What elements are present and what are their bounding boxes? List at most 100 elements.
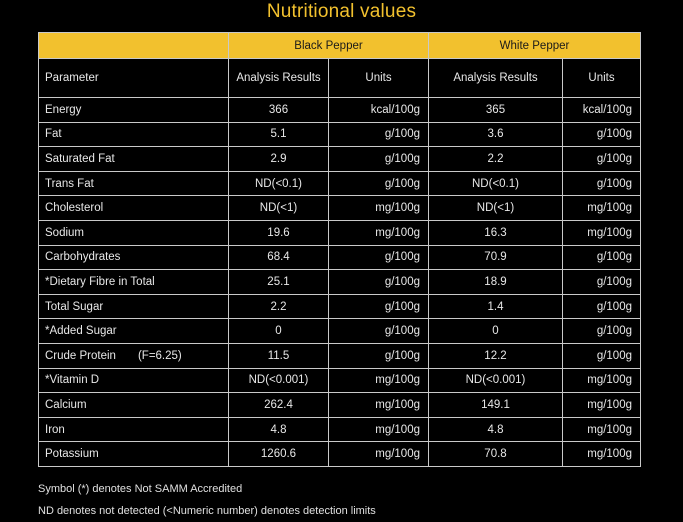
parameter-cell: Energy	[38, 97, 229, 123]
white-unit-cell: mg/100g	[562, 416, 641, 443]
white-result-cell: 0	[428, 318, 563, 344]
white-unit-cell: g/100g	[562, 244, 641, 271]
table-row: Carbohydrates 68.4 g/100g 70.9 g/100g	[38, 244, 641, 271]
black-unit-cell: mg/100g	[328, 416, 429, 443]
product-header-blank	[38, 32, 229, 59]
black-result-cell: 68.4	[228, 244, 329, 271]
black-unit-cell: kcal/100g	[328, 97, 429, 123]
black-result-cell: ND(<0.1)	[228, 170, 329, 197]
header-black-units: Units	[328, 58, 429, 98]
parameter-name: Iron	[45, 423, 65, 436]
table-row: *Vitamin D ND(<0.001) mg/100g ND(<0.001) mg/…	[38, 367, 641, 394]
parameter-factor: (F=6.25)	[137, 349, 182, 362]
white-unit-cell: mg/100g	[562, 441, 641, 467]
parameter-cell: Carbohydrates	[38, 244, 229, 271]
parameter-cell: Trans Fat	[38, 170, 229, 197]
table-row: Fat 5.1 g/100g 3.6 g/100g	[38, 121, 641, 148]
parameter-cell: *Added Sugar	[38, 318, 229, 344]
table-row: *Added Sugar 0 g/100g 0 g/100g	[38, 318, 641, 344]
product-black-pepper: Black Pepper	[228, 32, 429, 59]
white-result-cell: 365	[428, 97, 563, 123]
white-result-cell: 18.9	[428, 269, 563, 295]
parameter-name: Total Sugar	[45, 300, 104, 313]
parameter-cell: Calcium	[38, 392, 229, 418]
footnote-symbol: Symbol (*) denotes Not SAMM Accredited	[38, 483, 243, 495]
parameter-name: *Vitamin D	[45, 374, 100, 387]
parameter-name: *Added Sugar	[45, 325, 117, 338]
white-unit-cell: kcal/100g	[562, 97, 641, 123]
white-result-cell: 70.8	[428, 441, 563, 467]
black-unit-cell: g/100g	[328, 244, 429, 271]
white-result-cell: ND(<0.1)	[428, 170, 563, 197]
white-unit-cell: g/100g	[562, 121, 641, 148]
parameter-name: Trans Fat	[45, 177, 94, 190]
page-title: Nutritional values	[266, 1, 417, 22]
black-result-cell: ND(<0.001)	[228, 367, 329, 394]
black-unit-cell: mg/100g	[328, 367, 429, 394]
white-unit-cell: mg/100g	[562, 219, 641, 246]
black-unit-cell: g/100g	[328, 293, 429, 320]
black-unit-cell: g/100g	[328, 269, 429, 295]
footnotes: Symbol (*) denotes Not SAMM Accredited N…	[38, 478, 376, 522]
footnote-nd: ND denotes not detected (<Numeric number…	[38, 505, 376, 517]
white-result-cell: 2.2	[428, 146, 563, 172]
header-white-results: Analysis Results	[428, 58, 563, 98]
table-row: Total Sugar 2.2 g/100g 1.4 g/100g	[38, 293, 641, 320]
parameter-cell: Saturated Fat	[38, 146, 229, 172]
table-row: Iron 4.8 mg/100g 4.8 mg/100g	[38, 416, 641, 443]
white-unit-cell: g/100g	[562, 170, 641, 197]
black-unit-cell: g/100g	[328, 121, 429, 148]
black-result-cell: ND(<1)	[228, 195, 329, 221]
parameter-name: Cholesterol	[45, 202, 104, 215]
parameter-name: Calcium	[45, 398, 87, 411]
parameter-cell: Iron	[38, 416, 229, 443]
table-row: *Dietary Fibre in Total 25.1 g/100g 18.9 g/1…	[38, 269, 641, 295]
parameter-cell: Potassium	[38, 441, 229, 467]
parameter-name: Energy	[45, 103, 82, 116]
black-unit-cell: mg/100g	[328, 219, 429, 246]
black-result-cell: 2.9	[228, 146, 329, 172]
table-row: Trans Fat ND(<0.1) g/100g ND(<0.1) g/100g	[38, 170, 641, 197]
parameter-cell: *Vitamin D	[38, 367, 229, 394]
white-unit-cell: g/100g	[562, 146, 641, 172]
white-result-cell: 1.4	[428, 293, 563, 320]
table-row: Energy 366 kcal/100g 365 kcal/100g	[38, 97, 641, 123]
white-unit-cell: mg/100g	[562, 392, 641, 418]
black-result-cell: 0	[228, 318, 329, 344]
black-result-cell: 2.2	[228, 293, 329, 320]
column-header-row: Parameter Analysis Results Units Analysi…	[38, 58, 641, 98]
white-result-cell: 12.2	[428, 342, 563, 369]
black-unit-cell: g/100g	[328, 342, 429, 369]
parameter-name: *Dietary Fibre in Total	[45, 275, 155, 288]
table-row: Saturated Fat 2.9 g/100g 2.2 g/100g	[38, 146, 641, 172]
black-result-cell: 4.8	[228, 416, 329, 443]
black-unit-cell: g/100g	[328, 318, 429, 344]
white-unit-cell: g/100g	[562, 293, 641, 320]
parameter-name: Fat	[45, 128, 62, 141]
white-unit-cell: g/100g	[562, 269, 641, 295]
white-unit-cell: mg/100g	[562, 367, 641, 394]
table-row: Crude Protein (F=6.25) 11.5 g/100g 12.2 g/100…	[38, 342, 641, 369]
table-row: Potassium 1260.6 mg/100g 70.8 mg/100g	[38, 441, 641, 467]
black-result-cell: 11.5	[228, 342, 329, 369]
header-black-results: Analysis Results	[228, 58, 329, 98]
parameter-cell: Crude Protein (F=6.25)	[38, 342, 229, 369]
parameter-name: Crude Protein	[45, 349, 116, 362]
table-row: Calcium 262.4 mg/100g 149.1 mg/100g	[38, 392, 641, 418]
white-result-cell: 16.3	[428, 219, 563, 246]
black-result-cell: 262.4	[228, 392, 329, 418]
white-result-cell: ND(<0.001)	[428, 367, 563, 394]
parameter-cell: Fat	[38, 121, 229, 148]
parameter-name: Carbohydrates	[45, 251, 121, 264]
black-unit-cell: mg/100g	[328, 195, 429, 221]
nutrition-table: Black Pepper White Pepper Parameter Anal…	[38, 32, 641, 467]
black-result-cell: 1260.6	[228, 441, 329, 467]
white-unit-cell: mg/100g	[562, 195, 641, 221]
black-result-cell: 19.6	[228, 219, 329, 246]
white-result-cell: 149.1	[428, 392, 563, 418]
table-row: Cholesterol ND(<1) mg/100g ND(<1) mg/100g	[38, 195, 641, 221]
parameter-cell: Cholesterol	[38, 195, 229, 221]
header-white-units: Units	[562, 58, 641, 98]
table-row: Sodium 19.6 mg/100g 16.3 mg/100g	[38, 219, 641, 246]
parameter-name: Saturated Fat	[45, 152, 115, 165]
